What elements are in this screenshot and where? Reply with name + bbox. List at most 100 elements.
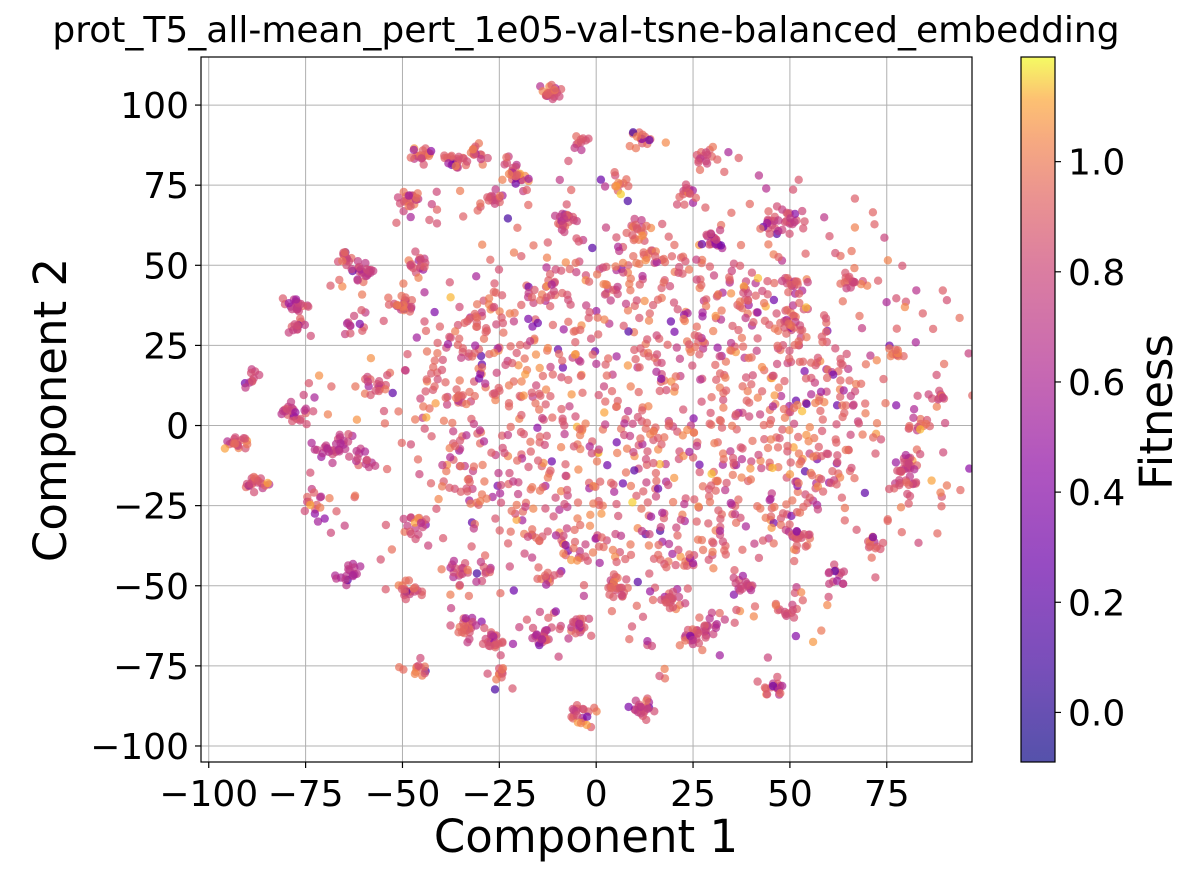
data-point (392, 301, 402, 310)
data-point (506, 342, 515, 351)
data-point (576, 520, 585, 530)
data-point (838, 360, 847, 369)
data-point (718, 449, 728, 458)
data-point (651, 252, 660, 261)
data-point (457, 628, 467, 637)
data-point (612, 557, 621, 567)
data-point (777, 276, 787, 286)
data-point (551, 531, 561, 540)
data-point (911, 338, 920, 347)
data-point (814, 442, 823, 452)
data-point (664, 539, 674, 549)
data-point (623, 406, 633, 416)
data-point (495, 489, 505, 498)
data-point (424, 541, 433, 550)
colorbar-tick-label: 1.0 (1068, 143, 1125, 184)
data-point (738, 545, 747, 554)
data-point (441, 378, 450, 387)
data-point (456, 462, 465, 471)
data-point (248, 377, 257, 386)
data-point (572, 268, 581, 277)
data-point (631, 144, 641, 153)
data-point (679, 405, 688, 414)
data-point (353, 276, 362, 285)
data-point (735, 297, 745, 306)
data-point (554, 349, 564, 359)
data-point (601, 223, 611, 232)
data-point (942, 296, 952, 305)
data-point (567, 185, 576, 195)
y-tick-label: 25 (143, 326, 189, 367)
data-point (879, 374, 888, 384)
data-point (542, 580, 551, 589)
y-axis-label: Component 2 (24, 258, 77, 562)
data-point (309, 488, 319, 497)
data-point (561, 540, 570, 550)
data-point (472, 300, 482, 309)
data-point (475, 426, 485, 435)
data-point (771, 601, 781, 610)
data-point (741, 313, 750, 323)
data-point (861, 409, 870, 418)
data-point (818, 487, 828, 496)
data-point (644, 541, 654, 550)
data-point (314, 371, 324, 380)
data-point (419, 402, 428, 411)
data-point (637, 406, 647, 415)
data-point (741, 522, 751, 531)
data-point (621, 468, 631, 477)
data-point (320, 514, 329, 523)
data-point (323, 410, 333, 419)
data-point (527, 388, 536, 397)
data-point (411, 415, 420, 424)
data-point (938, 286, 947, 295)
data-point (569, 215, 578, 225)
data-point (763, 277, 772, 286)
data-point (446, 293, 455, 302)
data-point (411, 247, 420, 256)
data-point (527, 553, 537, 562)
data-point (521, 370, 530, 379)
data-point (587, 449, 596, 458)
data-point (432, 504, 441, 513)
data-point (463, 487, 472, 496)
data-point (344, 430, 353, 439)
data-point (642, 221, 651, 231)
data-point (600, 290, 610, 299)
data-point (766, 512, 776, 521)
data-point (921, 419, 931, 429)
data-point (462, 399, 471, 409)
data-point (695, 165, 705, 175)
data-point (526, 447, 535, 456)
data-point (956, 485, 965, 495)
data-point (627, 622, 637, 631)
data-point (540, 571, 550, 580)
data-point (747, 380, 756, 389)
data-point (698, 312, 707, 321)
data-point (625, 635, 634, 644)
data-point (420, 424, 429, 433)
data-point (782, 500, 791, 509)
data-point (534, 563, 543, 572)
data-point (338, 282, 347, 291)
data-point (743, 289, 753, 298)
data-point (523, 532, 533, 541)
data-point (345, 452, 354, 461)
data-point (567, 390, 576, 399)
data-point (550, 85, 559, 95)
data-point (927, 476, 936, 485)
data-point (590, 703, 599, 712)
data-point (494, 468, 503, 478)
data-point (575, 619, 584, 628)
data-point (891, 345, 900, 355)
data-point (550, 571, 559, 580)
colorbar-tick-label: 0.2 (1068, 583, 1125, 624)
data-point (569, 327, 578, 336)
data-point (916, 450, 925, 459)
data-point (625, 431, 635, 441)
data-point (600, 315, 609, 324)
data-point (747, 353, 756, 362)
data-point (726, 498, 735, 508)
data-point (681, 257, 690, 266)
data-point (512, 170, 521, 179)
